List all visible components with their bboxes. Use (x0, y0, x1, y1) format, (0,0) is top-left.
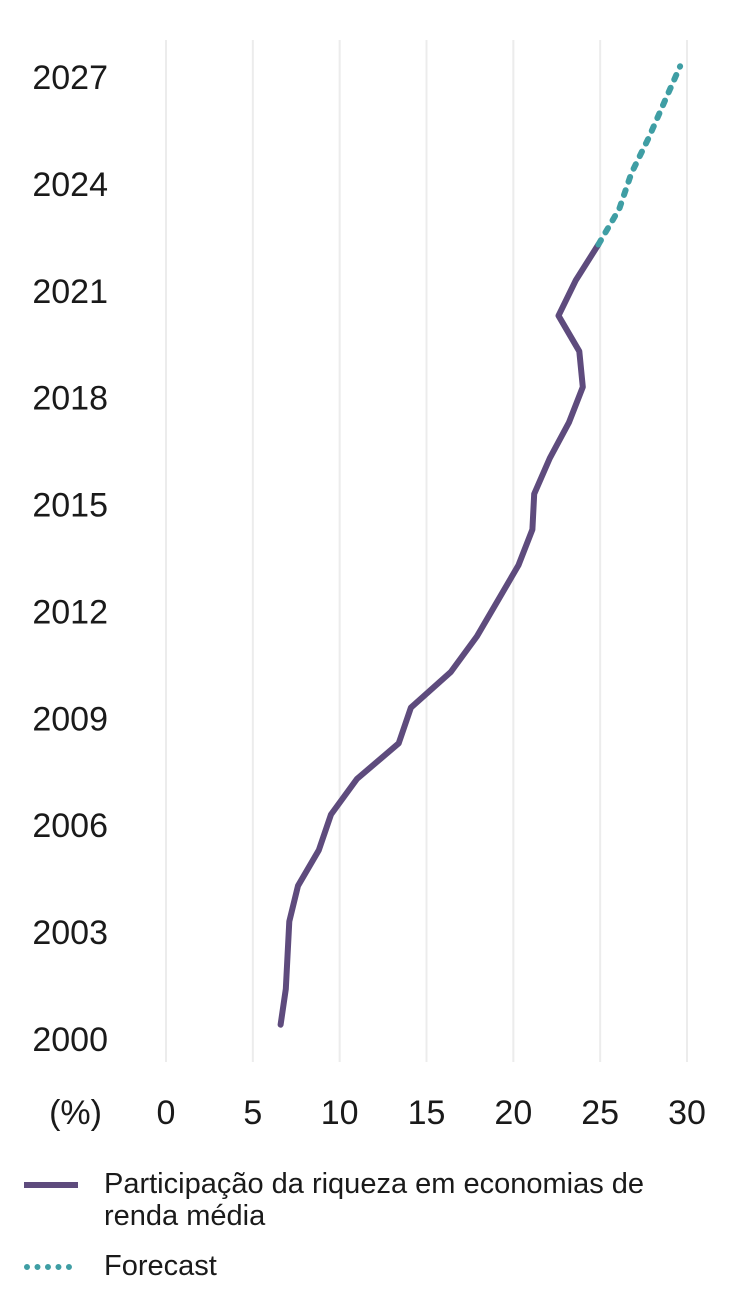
y-tick-label-2012: 2012 (32, 593, 108, 631)
x-tick-label-15: 15 (408, 1094, 446, 1132)
y-tick-label-2021: 2021 (32, 273, 108, 311)
y-axis-year-ticks: 2000 2003 2006 2009 2012 2015 2018 2021 2024 2027 (32, 59, 108, 1059)
y-tick-label-2018: 2018 (32, 380, 108, 418)
series-line-forecast (595, 63, 684, 248)
x-tick-label-20: 20 (494, 1094, 532, 1132)
x-tick-label-30: 30 (668, 1094, 706, 1132)
chart-legend: Participação da riqueza em economias de … (24, 1168, 724, 1282)
y-tick-label-2009: 2009 (32, 700, 108, 738)
y-tick-label-2003: 2003 (32, 914, 108, 952)
x-axis-percent-ticks: (%) 0 5 10 15 20 25 30 (49, 1094, 706, 1132)
wealth-share-line-chart: 2000200320062009201220152018202120242027… (32, 40, 706, 1132)
legend-item-wealth-share: Participação da riqueza em economias de … (24, 1168, 724, 1232)
x-axis-unit-label: (%) (49, 1094, 102, 1132)
y-tick-label-2015: 2015 (32, 487, 108, 525)
series-line-wealth-share (277, 241, 602, 1028)
legend-swatch-solid-line (24, 1182, 78, 1188)
y-tick-label-2027: 2027 (32, 59, 108, 97)
y-tick-label-2024: 2024 (32, 166, 108, 204)
series-lines (277, 63, 684, 1028)
x-tick-label-25: 25 (581, 1094, 619, 1132)
legend-label-wealth-share: Participação da riqueza em economias de … (104, 1168, 645, 1232)
legend-label-forecast: Forecast (104, 1250, 217, 1282)
legend-item-forecast: Forecast (24, 1250, 724, 1282)
x-tick-label-10: 10 (321, 1094, 359, 1132)
legend-swatch-dotted-line (24, 1264, 72, 1270)
x-tick-label-5: 5 (243, 1094, 262, 1132)
y-tick-label-2000: 2000 (32, 1021, 108, 1059)
y-tick-label-2006: 2006 (32, 807, 108, 845)
x-tick-label-0: 0 (157, 1094, 176, 1132)
grid-lines (165, 40, 688, 1062)
